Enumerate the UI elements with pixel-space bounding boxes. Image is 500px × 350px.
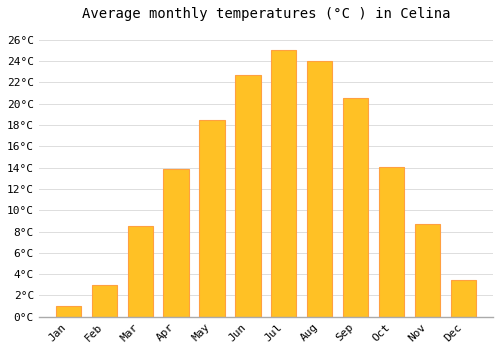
Bar [200,120,224,317]
Title: Average monthly temperatures (°C ) in Celina: Average monthly temperatures (°C ) in Ce… [82,7,450,21]
Bar [56,306,81,317]
Bar [164,169,188,317]
Bar [415,224,440,317]
Bar [343,98,368,317]
Bar [128,226,152,317]
Bar [236,75,260,317]
Bar [308,61,332,317]
Bar [379,167,404,317]
Bar [272,50,296,317]
Bar [92,285,116,317]
Bar [451,280,476,317]
